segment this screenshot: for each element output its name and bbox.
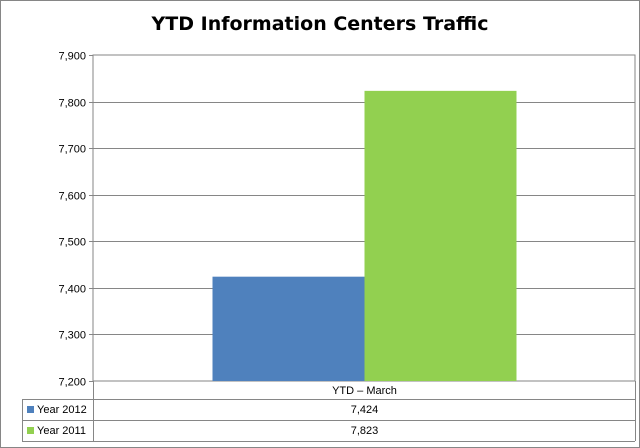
data-label: 7,424 <box>351 404 379 416</box>
legend-key <box>27 427 34 434</box>
y-tick-label: 7,800 <box>58 98 86 110</box>
y-tick-label: 7,500 <box>58 237 86 249</box>
category-label: YTD – March <box>332 385 397 397</box>
y-tick-label: 7,400 <box>58 284 86 296</box>
bar-year-2012 <box>212 276 365 381</box>
legend-key <box>27 406 34 413</box>
data-label: 7,823 <box>351 425 379 437</box>
y-tick-label: 7,300 <box>58 330 86 342</box>
legend-label: Year 2011 <box>37 425 86 437</box>
y-tick-label: 7,900 <box>58 51 86 63</box>
y-tick-label: 7,700 <box>58 144 86 156</box>
y-tick-label: 7,200 <box>58 377 86 389</box>
y-tick-label: 7,600 <box>58 191 86 203</box>
legend-label: Year 2012 <box>37 404 87 416</box>
chart-title: YTD Information Centers Traffic <box>151 13 489 35</box>
bar-year-2011 <box>364 90 517 382</box>
